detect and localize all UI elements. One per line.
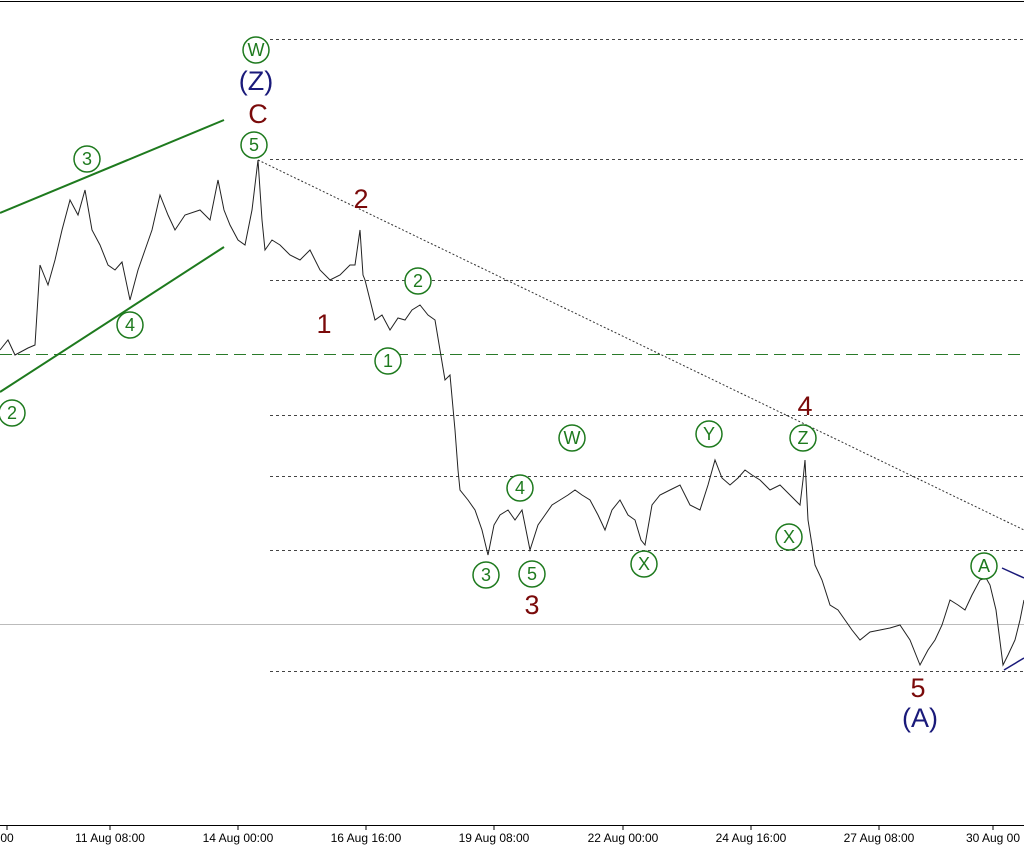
- wave-circle: [695, 420, 723, 448]
- wave-circle: [404, 267, 432, 295]
- wave-label: 5: [249, 135, 259, 155]
- x-tick-label: 24 Aug 16:00: [716, 831, 787, 845]
- wave-circle: [240, 131, 268, 159]
- wave-label: 4: [515, 478, 525, 498]
- wave-circle: [518, 560, 546, 588]
- trend-line: [257, 159, 1024, 531]
- wave-label: A: [978, 556, 990, 576]
- wave-circle: [73, 145, 101, 173]
- wave-label: 2: [7, 403, 17, 423]
- wave-circle: [242, 36, 270, 64]
- channel-line: [0, 119, 225, 214]
- channel-line: [0, 246, 225, 393]
- wave-label: 1: [316, 309, 331, 339]
- x-tick-label: 22 Aug 00:00: [588, 831, 659, 845]
- x-tick-label: 16 Aug 16:00: [331, 831, 402, 845]
- wave-label: 3: [524, 590, 539, 620]
- wave-circle: [775, 523, 803, 551]
- wave-label: 3: [82, 149, 92, 169]
- wave-circle: [558, 424, 586, 452]
- wave-label: X: [783, 527, 795, 547]
- wave-circle: [116, 311, 144, 339]
- wave-label: 1: [383, 351, 393, 371]
- wave-label: (Z): [239, 66, 273, 96]
- wave-circle: [630, 550, 658, 578]
- wave-label: 2: [353, 184, 368, 214]
- wave-label: W: [248, 40, 265, 60]
- wave-circle: [789, 424, 817, 452]
- price-trace: [0, 159, 1024, 667]
- triangle-line: [1001, 567, 1024, 579]
- x-tick-label: 30 Aug 00: [966, 831, 1020, 845]
- wave-circle: [0, 399, 26, 427]
- wave-label: 5: [910, 673, 925, 703]
- x-tick-label: 00: [0, 831, 14, 845]
- x-tick-label: 27 Aug 08:00: [844, 831, 915, 845]
- x-tick-label: 14 Aug 00:00: [203, 831, 274, 845]
- wave-label: C: [248, 99, 268, 129]
- triangle-line: [1003, 657, 1024, 671]
- wave-circle: [374, 347, 402, 375]
- wave-circle: [472, 561, 500, 589]
- wave-label: 3: [481, 565, 491, 585]
- wave-label: 2: [413, 271, 423, 291]
- wave-label: W: [564, 428, 581, 448]
- wave-label: 4: [125, 315, 135, 335]
- x-tick-label: 19 Aug 08:00: [459, 831, 530, 845]
- x-tick-label: 11 Aug 08:00: [75, 831, 145, 845]
- wave-label: 4: [797, 391, 812, 421]
- wave-label: 5: [527, 564, 537, 584]
- wave-label: Z: [798, 428, 809, 448]
- wave-circle: [970, 552, 998, 580]
- x-axis: 00 11 Aug 08:00 14 Aug 00:00 16 Aug 16:00 19…: [0, 826, 1020, 845]
- wave-label: X: [638, 554, 650, 574]
- wave-circle: [506, 474, 534, 502]
- wave-label: Y: [703, 424, 715, 444]
- wave-label: (A): [902, 703, 938, 733]
